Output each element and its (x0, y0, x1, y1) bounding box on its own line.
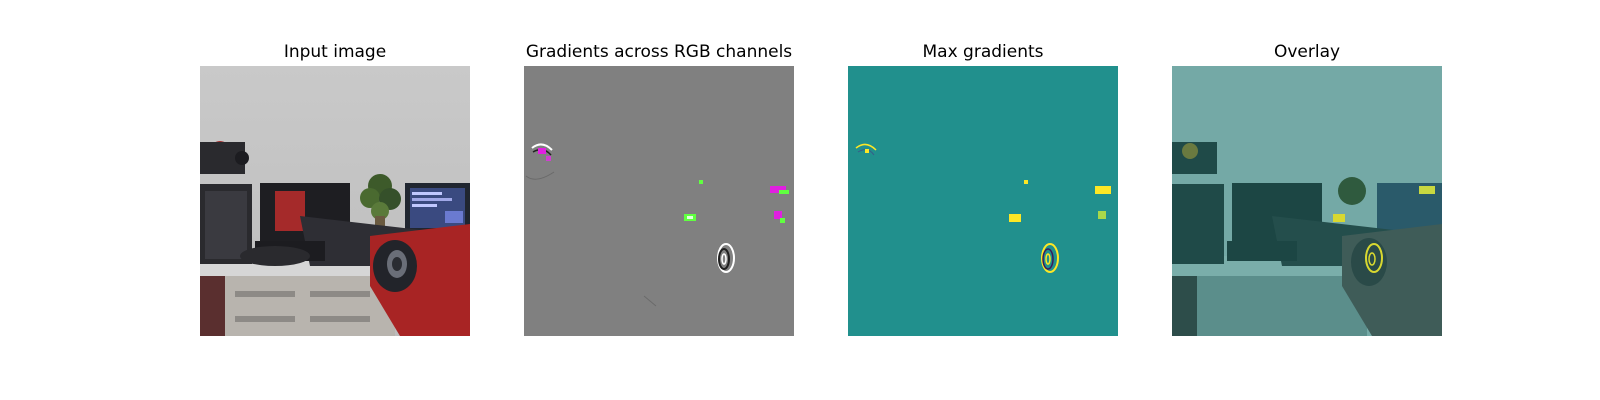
max-gradients-image (848, 66, 1118, 336)
gradients-rgb-image (524, 66, 794, 336)
gradients-rgb-title: Gradients across RGB channels (525, 42, 793, 62)
overlay-title: Overlay (1273, 42, 1341, 62)
max-gradients-title: Max gradients (922, 42, 1044, 62)
input-image-title: Input image (283, 42, 387, 62)
input-image (200, 66, 470, 336)
overlay-image (1172, 66, 1442, 336)
